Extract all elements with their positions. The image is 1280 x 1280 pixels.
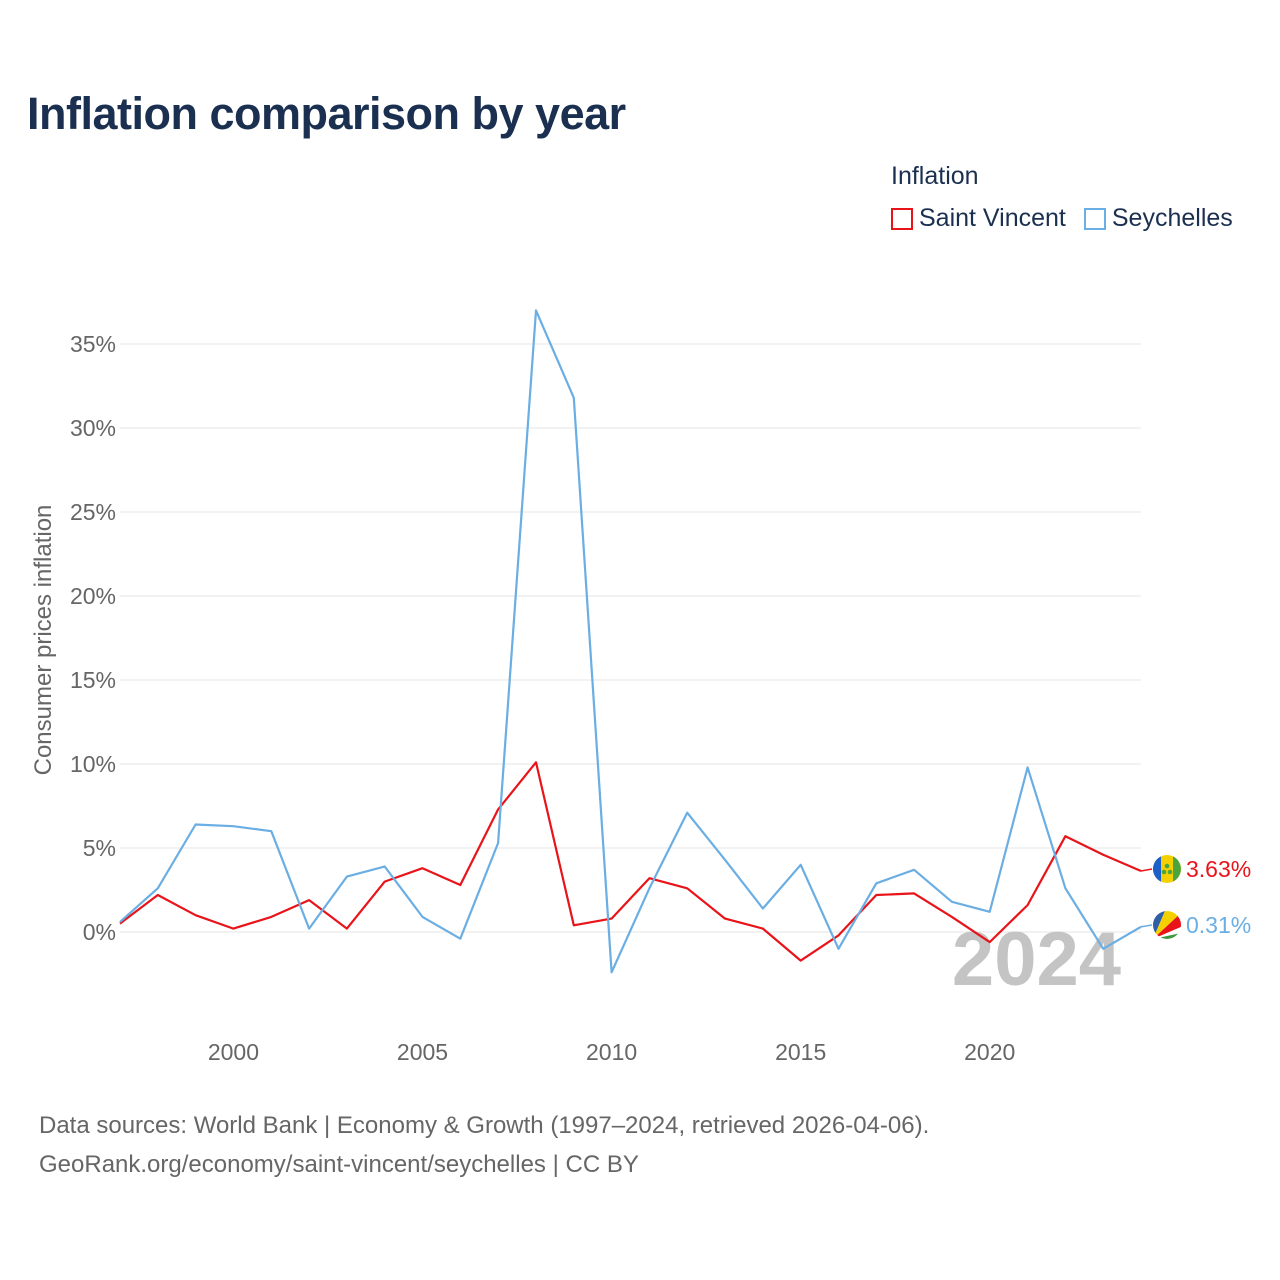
legend-swatch-seychelles — [1083, 207, 1106, 230]
x-tick-label: 2010 — [586, 1039, 637, 1065]
flag-ray — [1153, 911, 1181, 939]
flag-ray — [1153, 927, 1181, 939]
flag-blue-band — [1153, 856, 1161, 882]
y-tick-label: 5% — [83, 835, 116, 861]
line-chart: 0% 5% 10% 15% 20% 25% 30% 35% 2000 2005 2010 2015 20… — [30, 309, 1251, 1065]
flag-diamond — [1164, 863, 1170, 869]
end-connector-saint-vincent — [1140, 868, 1153, 872]
x-tick-label: 2000 — [208, 1039, 259, 1065]
x-tick-label: 2015 — [775, 1039, 826, 1065]
x-tick-label: 2005 — [397, 1039, 448, 1065]
y-tick-label: 15% — [70, 667, 116, 693]
flag-icon-seychelles — [1153, 911, 1181, 939]
legend-title: Inflation — [891, 162, 979, 190]
flag-green-band — [1173, 856, 1181, 882]
legend: Saint Vincent Seychelles — [891, 204, 1251, 233]
year-watermark: 2024 — [952, 917, 1121, 1002]
y-tick-label: 25% — [70, 499, 116, 525]
end-value-label-saint-vincent: 3.63% — [1186, 856, 1251, 882]
end-value-label-seychelles: 0.31% — [1186, 912, 1251, 938]
chart-title: Inflation comparison by year — [27, 88, 626, 139]
source-note: Data sources: World Bank | Economy & Gro… — [39, 1106, 929, 1184]
legend-label-saint-vincent: Saint Vincent — [919, 204, 1066, 232]
y-axis-label: Consumer prices inflation — [30, 505, 57, 776]
y-tick-label: 10% — [70, 751, 116, 777]
y-tick-label: 0% — [83, 919, 116, 945]
legend-label-seychelles: Seychelles — [1111, 204, 1233, 232]
end-connector-seychelles — [1140, 924, 1153, 928]
y-tick-label: 20% — [70, 583, 116, 609]
legend-swatch-saint-vincent — [891, 207, 913, 230]
flag-diamond — [1167, 869, 1173, 875]
series-line-saint-vincent — [119, 761, 1142, 962]
legend-item-seychelles[interactable]: Seychelles — [1083, 204, 1233, 233]
series-line-seychelles — [119, 309, 1142, 974]
flag-diamond — [1161, 869, 1167, 875]
flag-ray — [1153, 913, 1181, 939]
y-tick-label: 35% — [70, 331, 116, 357]
source-line-2[interactable]: GeoRank.org/economy/saint-vincent/seyche… — [39, 1151, 639, 1178]
x-tick-label: 2020 — [964, 1039, 1015, 1065]
source-line-1: Data sources: World Bank | Economy & Gro… — [39, 1112, 930, 1139]
legend-item-saint-vincent[interactable]: Saint Vincent — [891, 204, 1066, 233]
y-tick-label: 30% — [70, 415, 116, 441]
